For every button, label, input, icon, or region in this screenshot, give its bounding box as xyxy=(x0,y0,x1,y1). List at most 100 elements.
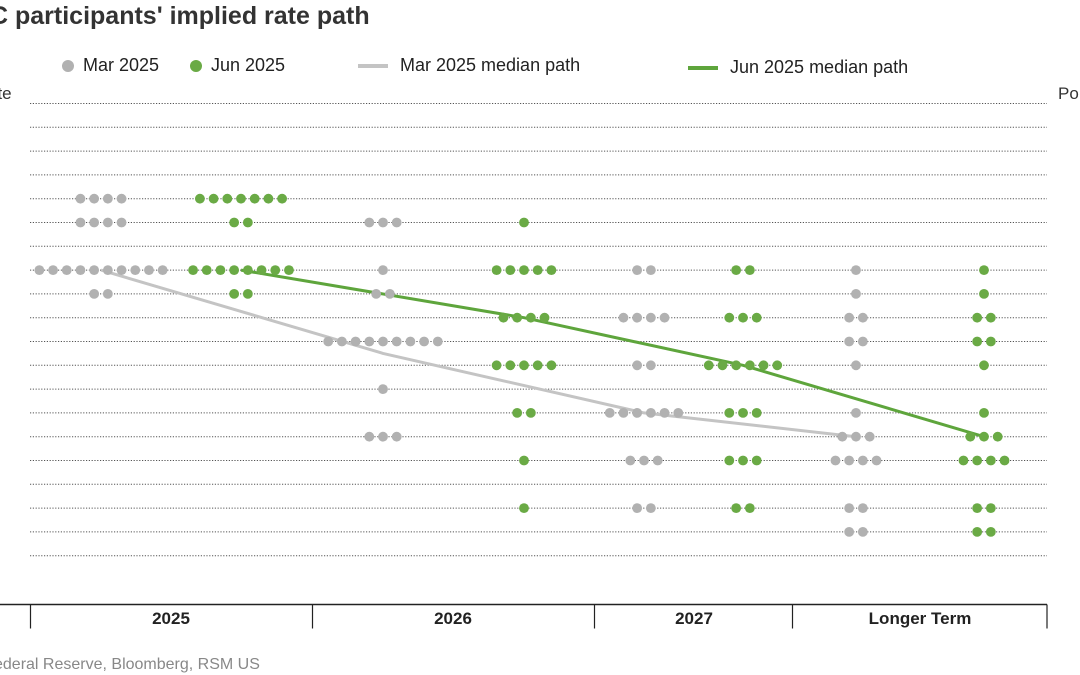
mar-2025-dot xyxy=(625,455,636,466)
mar-2025-dot xyxy=(116,265,127,275)
jun-2025-dot xyxy=(731,360,742,371)
jun-2025-dot xyxy=(519,217,529,228)
mar-2025-dot xyxy=(844,336,855,347)
jun-2025-dot xyxy=(242,217,253,228)
jun-2025-dot xyxy=(201,265,212,275)
jun-2025-dot xyxy=(717,360,728,371)
legend-label: Mar 2025 xyxy=(83,55,160,75)
x-tick-label: 2026 xyxy=(434,609,472,628)
jun-2025-dot xyxy=(284,265,294,275)
mar-2025-dot xyxy=(652,455,663,466)
legend-item-jun-2025: Jun 2025 xyxy=(190,55,285,76)
mar-2025-dot xyxy=(632,312,643,323)
jun-2025-dot xyxy=(751,312,762,323)
jun-2025-dot xyxy=(972,503,983,513)
jun-2025-dot xyxy=(972,312,983,323)
mar-2025-dot xyxy=(116,193,127,204)
mar-2025-dot xyxy=(639,455,649,466)
mar-2025-dot xyxy=(378,384,388,394)
jun-2025-dot xyxy=(539,312,550,323)
mar-2025-dot xyxy=(34,265,45,275)
mar-2025-dot xyxy=(830,455,841,466)
jun-2025-dot xyxy=(498,312,509,323)
jun-2025-dot xyxy=(744,265,755,275)
jun-2025-dot xyxy=(270,265,281,275)
jun-2025-dot xyxy=(242,265,253,275)
source-note: ederal Reserve, Bloomberg, RSM US xyxy=(0,656,260,673)
mar-2025-dot xyxy=(61,265,72,275)
mar-2025-dot xyxy=(618,312,629,323)
jun-2025-dot xyxy=(958,455,969,466)
mar-2025-dot xyxy=(130,265,141,275)
x-tick-label: Longer Term xyxy=(869,609,972,628)
legend-item-mar-2025: Mar 2025 xyxy=(62,55,159,76)
jun-2025-dot xyxy=(979,360,989,371)
mar-2025-dot xyxy=(857,503,868,513)
mar-2025-dot xyxy=(323,336,334,347)
mar-2025-dot xyxy=(384,289,395,299)
mar-2025-dot xyxy=(102,217,113,228)
mar-2025-dot xyxy=(102,289,113,299)
mar-2025-dot xyxy=(102,193,113,204)
mar-2025-dot xyxy=(391,336,402,347)
jun-2025-dot xyxy=(979,408,989,418)
jun-2025-dot xyxy=(525,408,536,418)
mar-2025-dot xyxy=(364,217,375,228)
jun-2025-dot xyxy=(999,455,1010,466)
jun-2025-dot xyxy=(985,527,996,537)
legend-label: Jun 2025 xyxy=(211,55,286,75)
jun-2025-dot xyxy=(724,312,735,323)
jun-2025-dot xyxy=(236,193,246,204)
jun-2025-dot xyxy=(985,503,996,513)
jun-2025-dot xyxy=(229,217,240,228)
jun-2025-dot xyxy=(724,455,735,466)
jun-2025-dot xyxy=(532,265,543,275)
mar-2025-dot xyxy=(364,336,375,347)
jun-2025-dot xyxy=(985,455,996,466)
mar-2025-dot xyxy=(632,503,643,513)
jun-2025-dot xyxy=(512,408,523,418)
jun-2025-dot xyxy=(985,336,996,347)
mar-2025-dot xyxy=(837,431,848,442)
jun-2025-dot xyxy=(519,503,529,513)
jun-2025-dot xyxy=(738,455,748,466)
jun-2025-dot xyxy=(229,265,240,275)
mar-2025-dot xyxy=(116,217,127,228)
jun-2025-dot xyxy=(229,289,240,299)
legend-line-icon xyxy=(688,65,718,70)
jun-2025-dot xyxy=(744,503,755,513)
mar-2025-dot xyxy=(144,265,154,275)
legend-item-mar-median: Mar 2025 median path xyxy=(358,55,580,76)
jun-2025-dot xyxy=(519,265,529,275)
legend-label: Jun 2025 median path xyxy=(730,57,909,77)
jun-2025-dot xyxy=(724,408,735,418)
mar-2025-dot xyxy=(673,408,684,418)
jun-2025-dot xyxy=(249,193,260,204)
mar-2025-dot xyxy=(857,312,868,323)
mar-2025-dot xyxy=(645,312,656,323)
mar-2025-dot xyxy=(844,527,855,537)
mar-2025-dot xyxy=(371,289,382,299)
mar-2025-dot xyxy=(378,431,388,442)
jun-2025-dot xyxy=(491,265,502,275)
mar-2025-dot xyxy=(75,193,86,204)
jun-2025-dot xyxy=(263,193,274,204)
mar-median-path-line xyxy=(100,268,857,439)
mar-2025-dot xyxy=(857,455,868,466)
jun-2025-dot xyxy=(525,312,536,323)
jun-2025-dot xyxy=(519,455,529,466)
jun-2025-dot xyxy=(491,360,502,371)
mar-2025-dot xyxy=(632,408,643,418)
mar-2025-dot xyxy=(844,455,855,466)
legend-dot-icon xyxy=(190,59,202,72)
mar-2025-dot xyxy=(391,217,402,228)
jun-2025-dot xyxy=(979,265,989,275)
jun-2025-dot xyxy=(505,360,516,371)
jun-2025-dot xyxy=(703,360,714,371)
mar-2025-dot xyxy=(604,408,615,418)
jun-2025-dot xyxy=(208,193,219,204)
mar-2025-dot xyxy=(645,265,656,275)
mar-2025-dot xyxy=(632,360,643,371)
mar-2025-dot xyxy=(75,265,86,275)
jun-2025-dot xyxy=(972,336,983,347)
